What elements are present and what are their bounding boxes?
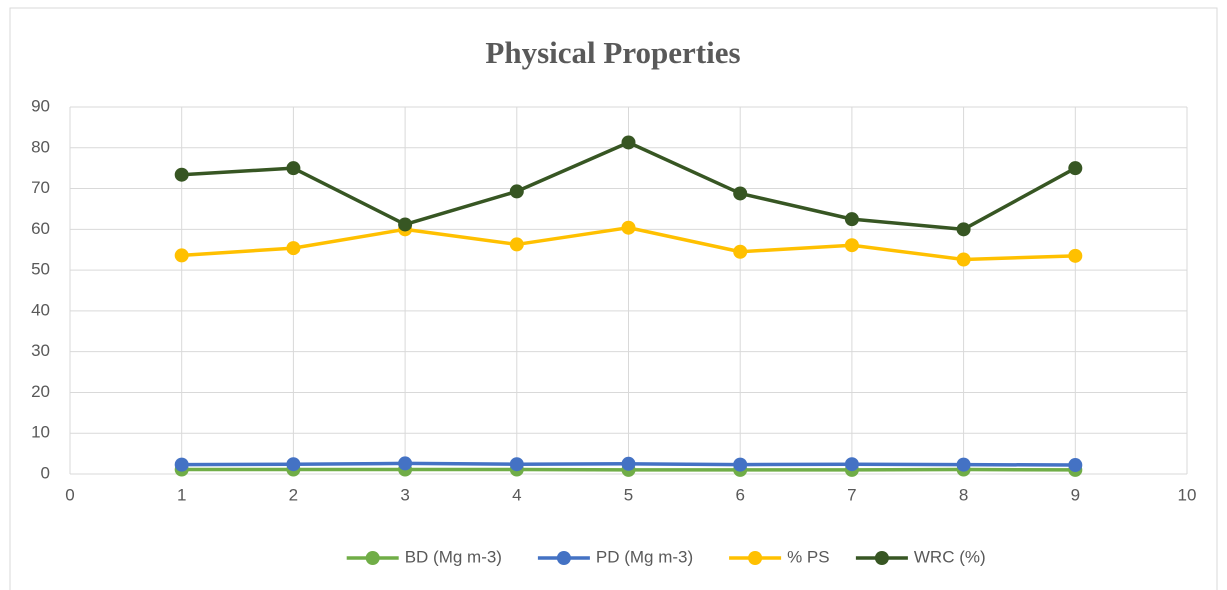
legend-marker — [748, 551, 763, 565]
data-point — [733, 186, 748, 201]
y-tick-label: 80 — [31, 137, 50, 156]
x-tick-label: 7 — [847, 485, 856, 504]
data-point — [956, 457, 971, 472]
data-point — [844, 238, 859, 253]
data-point — [621, 456, 636, 471]
y-tick-label: 20 — [31, 382, 50, 401]
data-point — [286, 457, 301, 472]
data-point — [509, 457, 524, 472]
legend-label: WRC (%) — [914, 547, 986, 566]
legend-marker — [365, 551, 380, 565]
data-point — [398, 217, 413, 232]
data-point — [621, 220, 636, 235]
y-tick-label: 0 — [41, 463, 50, 482]
chart-title: Physical Properties — [485, 35, 740, 70]
x-tick-label: 9 — [1071, 485, 1080, 504]
y-tick-label: 50 — [31, 260, 50, 279]
x-tick-label: 0 — [65, 485, 74, 504]
data-point — [174, 167, 189, 182]
x-tick-label: 8 — [959, 485, 968, 504]
data-point — [1068, 458, 1083, 473]
data-point — [956, 222, 971, 237]
x-tick-label: 10 — [1178, 485, 1197, 504]
legend-marker — [874, 551, 889, 565]
x-tick-label: 2 — [289, 485, 298, 504]
data-point — [509, 237, 524, 252]
data-point — [621, 135, 636, 150]
x-tick-label: 3 — [400, 485, 409, 504]
y-tick-label: 30 — [31, 341, 50, 360]
y-tick-label: 90 — [31, 96, 50, 115]
x-tick-label: 4 — [512, 485, 521, 504]
data-point — [398, 456, 413, 471]
data-point — [286, 161, 301, 176]
legend-label: PD (Mg m-3) — [596, 547, 693, 566]
data-point — [174, 457, 189, 472]
x-tick-label: 1 — [177, 485, 186, 504]
data-point — [1068, 248, 1083, 263]
x-tick-label: 5 — [624, 485, 633, 504]
y-tick-label: 10 — [31, 423, 50, 442]
legend-label: % PS — [787, 547, 830, 566]
data-point — [174, 248, 189, 263]
y-tick-label: 40 — [31, 300, 50, 319]
x-tick-label: 6 — [735, 485, 744, 504]
data-point — [844, 212, 859, 227]
chart-border — [9, 7, 1218, 590]
data-point — [286, 241, 301, 256]
y-tick-label: 70 — [31, 178, 50, 197]
data-point — [956, 252, 971, 267]
data-point — [509, 184, 524, 199]
y-tick-label: 60 — [31, 219, 50, 238]
legend-marker — [556, 551, 571, 565]
legend-label: BD (Mg m-3) — [405, 547, 502, 566]
data-point — [1068, 161, 1083, 176]
data-point — [733, 244, 748, 259]
data-point — [733, 457, 748, 472]
data-point — [844, 457, 859, 472]
